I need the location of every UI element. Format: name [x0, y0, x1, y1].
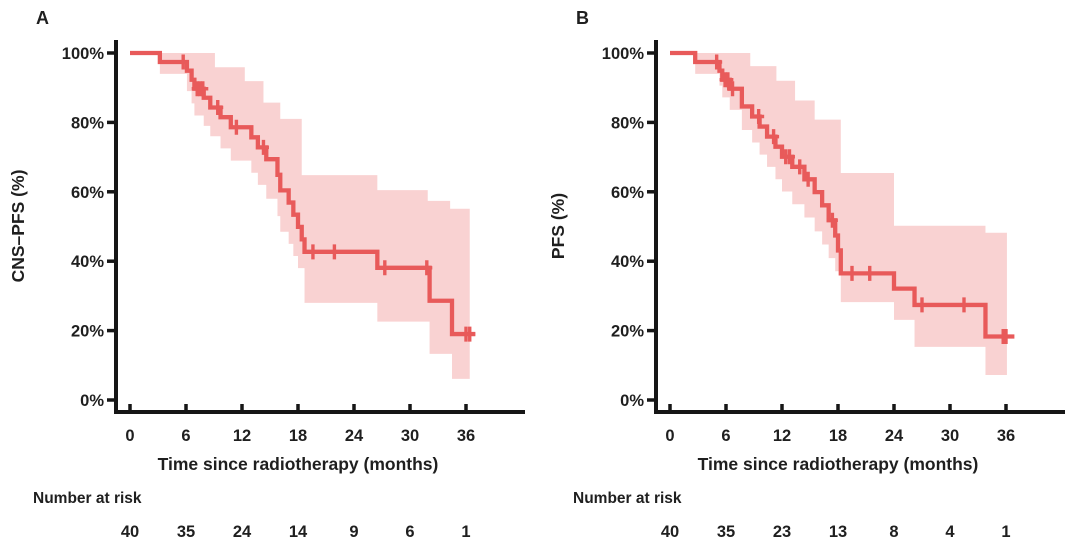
x-axis-title: Time since radiotherapy (months): [158, 454, 439, 474]
x-tick-label: 6: [721, 427, 730, 445]
censor-mark: [722, 72, 734, 88]
y-axis-title: CNS–PFS (%): [8, 170, 28, 283]
censor-mark: [421, 260, 433, 276]
censor-mark: [328, 244, 340, 260]
censor-mark: [846, 265, 858, 281]
censor-mark: [753, 109, 765, 125]
censor-mark: [711, 54, 723, 70]
number-at-risk-value: 40: [121, 523, 139, 541]
km-curve: [130, 50, 476, 337]
y-axis-title: PFS (%): [548, 193, 568, 259]
x-tick-label: 30: [401, 427, 419, 445]
censor-mark: [212, 99, 224, 115]
x-tick-label: 24: [885, 427, 904, 445]
number-at-risk-value: 14: [289, 523, 308, 541]
x-tick-label: 30: [941, 427, 959, 445]
number-at-risk-value: 1: [1001, 523, 1010, 541]
censor-mark: [802, 171, 814, 187]
number-at-risk-value: 1: [461, 523, 470, 541]
x-tick-label: 36: [997, 427, 1015, 445]
panel-letter: B: [576, 8, 589, 28]
x-tick-label: 36: [457, 427, 475, 445]
x-tick-label: 12: [233, 427, 251, 445]
censor-mark: [783, 149, 795, 165]
number-at-risk-value: 35: [717, 523, 735, 541]
censor-mark: [768, 129, 780, 145]
censor-mark: [230, 119, 242, 135]
x-tick-label: 18: [289, 427, 307, 445]
censor-mark: [464, 326, 476, 342]
censor-mark: [794, 159, 806, 175]
censor-mark: [307, 244, 319, 260]
censor-mark: [197, 81, 209, 97]
censor-mark: [958, 297, 970, 313]
x-tick-label: 24: [345, 427, 364, 445]
y-tick-label: 20%: [611, 323, 644, 341]
y-tick-label: 0%: [80, 392, 104, 410]
y-tick-label: 60%: [611, 184, 644, 202]
number-at-risk-value: 6: [405, 523, 414, 541]
x-axis-title: Time since radiotherapy (months): [698, 454, 979, 474]
number-at-risk-value: 9: [349, 523, 358, 541]
y-tick-label: 60%: [71, 184, 104, 202]
number-at-risk-value: 13: [829, 523, 847, 541]
confidence-band: [159, 53, 470, 379]
censor-mark: [379, 260, 391, 276]
number-at-risk-value: 8: [889, 523, 898, 541]
number-at-risk-value: 24: [233, 523, 252, 541]
y-tick-label: 40%: [71, 253, 104, 271]
censor-mark: [916, 297, 928, 313]
censor-mark: [1000, 328, 1012, 344]
censor-mark: [257, 139, 269, 155]
number-at-risk-value: 40: [661, 523, 679, 541]
x-tick-label: 0: [125, 427, 134, 445]
y-tick-label: 80%: [611, 114, 644, 132]
y-tick-label: 40%: [611, 253, 644, 271]
number-at-risk-label: Number at risk: [573, 490, 682, 507]
censor-mark: [177, 54, 189, 70]
number-at-risk-value: 35: [177, 523, 195, 541]
number-at-risk-value: 23: [773, 523, 791, 541]
y-tick-label: 0%: [620, 392, 644, 410]
km-panel-b: 0 40 6 35 12 23 18 13 24 8 30 4 36 1 100% 80% 60% 40% 20% 0…: [548, 8, 1065, 541]
x-tick-label: 18: [829, 427, 847, 445]
censor-mark: [826, 212, 838, 228]
number-at-risk-label: Number at risk: [33, 490, 142, 507]
number-at-risk-value: 4: [945, 523, 955, 541]
x-tick-label: 6: [181, 427, 190, 445]
y-tick-label: 20%: [71, 323, 104, 341]
y-tick-label: 100%: [62, 45, 105, 63]
censor-mark: [864, 265, 876, 281]
y-tick-label: 80%: [71, 114, 104, 132]
y-tick-label: 100%: [602, 45, 645, 63]
x-tick-label: 12: [773, 427, 791, 445]
x-tick-label: 0: [665, 427, 674, 445]
panel-letter: A: [36, 8, 49, 28]
km-panel-a: 0 40 6 35 12 24 18 14 24 9 30 6 36 1 100% 80% 60% 40% 20% 0…: [8, 8, 525, 541]
censor-mark: [727, 81, 739, 97]
